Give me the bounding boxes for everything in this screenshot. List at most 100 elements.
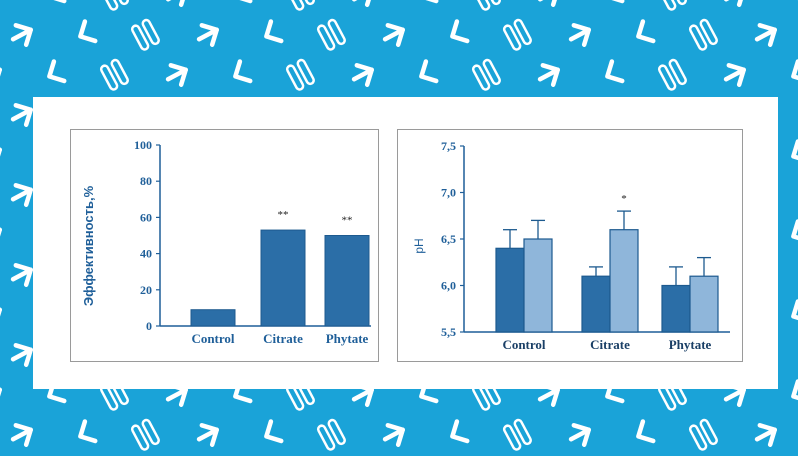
capsule-shape <box>141 18 160 46</box>
arrow-shape <box>78 419 98 444</box>
capsule-shape <box>502 24 522 51</box>
arrow-shape <box>0 383 2 407</box>
pattern-glyph <box>99 0 129 11</box>
arrow-shape <box>791 139 798 164</box>
pattern-glyph <box>130 18 160 51</box>
pattern-glyph <box>605 0 625 4</box>
pattern-glyph <box>688 18 718 51</box>
y-tick-label: 6,5 <box>441 232 456 246</box>
pattern-glyph <box>657 0 687 11</box>
bar-control-series-1 <box>495 247 525 333</box>
pattern-glyph <box>502 18 532 51</box>
arrow-shape <box>723 387 746 402</box>
x-tick-label: Citrate <box>263 331 303 346</box>
pattern-glyph <box>233 59 253 84</box>
arrow-shape <box>196 27 219 42</box>
arrow-shape <box>791 59 798 84</box>
capsule-shape <box>471 64 491 91</box>
pattern-glyph <box>791 139 798 164</box>
arrow-shape <box>791 299 798 324</box>
arrow-shape <box>568 27 591 42</box>
pattern-glyph <box>791 379 798 404</box>
figure-panel: 0 20 40 60 80 100 Control Citrate Phytate ** ** … <box>33 97 778 389</box>
arrow-shape <box>168 0 188 7</box>
capsule-shape <box>668 58 687 86</box>
ph-bar-chart: 5,56,06,57,07,5 Control Citrate Phytate * … <box>412 139 730 352</box>
significance-marker: ** <box>278 209 289 221</box>
pattern-glyph <box>382 23 405 47</box>
arrow-shape <box>791 0 798 4</box>
capsule-shape <box>327 418 346 446</box>
arrow-shape <box>0 0 2 7</box>
arrow-shape <box>754 427 777 442</box>
y-tick-label: 20 <box>140 283 152 297</box>
pattern-glyph <box>10 103 33 127</box>
capsule-shape <box>657 64 677 91</box>
pattern-glyph <box>382 423 405 447</box>
pattern-glyph <box>568 23 591 47</box>
x-tick-label: Citrate <box>590 337 630 352</box>
arrow-shape <box>233 59 253 84</box>
arrow-shape <box>537 67 560 82</box>
pattern-glyph <box>791 299 798 324</box>
pattern-glyph <box>285 58 315 91</box>
capsule-shape <box>296 58 315 86</box>
bar-control-series-2 <box>523 238 553 333</box>
arrow-shape <box>791 219 798 244</box>
ph-chart-frame: 5,5 6,0 6,5 7,0 7,5 Control Citrate Phytate * … <box>397 129 743 362</box>
pattern-glyph <box>10 23 33 47</box>
arrow-shape <box>723 67 746 82</box>
arrow-shape <box>605 59 625 84</box>
arrow-shape <box>351 67 374 82</box>
pattern-glyph <box>196 23 219 47</box>
bar-citrate-series-1 <box>581 275 611 333</box>
capsule-shape <box>699 418 718 446</box>
bar-control <box>190 309 236 327</box>
capsule-shape <box>99 0 119 11</box>
arrow-shape <box>351 387 374 402</box>
arrow-shape <box>0 63 2 87</box>
x-tick-label: Phytate <box>669 337 712 352</box>
pattern-glyph <box>450 419 470 444</box>
pattern-glyph <box>791 219 798 244</box>
arrow-shape <box>10 267 33 282</box>
pattern-glyph <box>537 0 560 7</box>
y-tick-label: 5,5 <box>441 325 456 339</box>
pattern-glyph <box>0 303 2 327</box>
pattern-glyph <box>754 423 777 447</box>
capsule-shape <box>285 0 305 11</box>
pattern-glyph <box>78 419 98 444</box>
pattern-glyph <box>0 143 2 167</box>
arrow-shape <box>165 387 188 402</box>
arrow-shape <box>636 419 656 444</box>
pattern-glyph <box>165 63 188 87</box>
arrow-shape <box>419 59 439 84</box>
pattern-glyph <box>419 0 439 4</box>
pattern-glyph <box>605 59 625 84</box>
capsule-shape <box>482 0 501 6</box>
pattern-glyph <box>10 423 33 447</box>
capsule-shape <box>699 18 718 46</box>
capsule-shape <box>513 418 532 446</box>
arrow-shape <box>0 223 2 247</box>
arrow-shape <box>568 427 591 442</box>
y-tick-label: 60 <box>140 210 152 224</box>
pattern-glyph <box>264 19 284 44</box>
pattern-glyph <box>688 418 718 451</box>
capsule-shape <box>99 64 119 91</box>
capsule-shape <box>513 18 532 46</box>
arrow-shape <box>233 0 253 4</box>
arrow-shape <box>196 427 219 442</box>
pattern-glyph <box>723 0 746 7</box>
bar-citrate <box>260 229 306 327</box>
x-tick-label: Control <box>191 331 234 346</box>
pattern-glyph <box>165 0 188 7</box>
pattern-glyph <box>636 419 656 444</box>
pattern-glyph <box>10 263 33 287</box>
pattern-glyph <box>78 19 98 44</box>
y-tick-label: 7,5 <box>441 139 456 153</box>
pattern-glyph <box>316 18 346 51</box>
arrow-shape <box>10 347 33 362</box>
capsule-shape <box>502 424 522 451</box>
arrow-shape <box>264 19 284 44</box>
